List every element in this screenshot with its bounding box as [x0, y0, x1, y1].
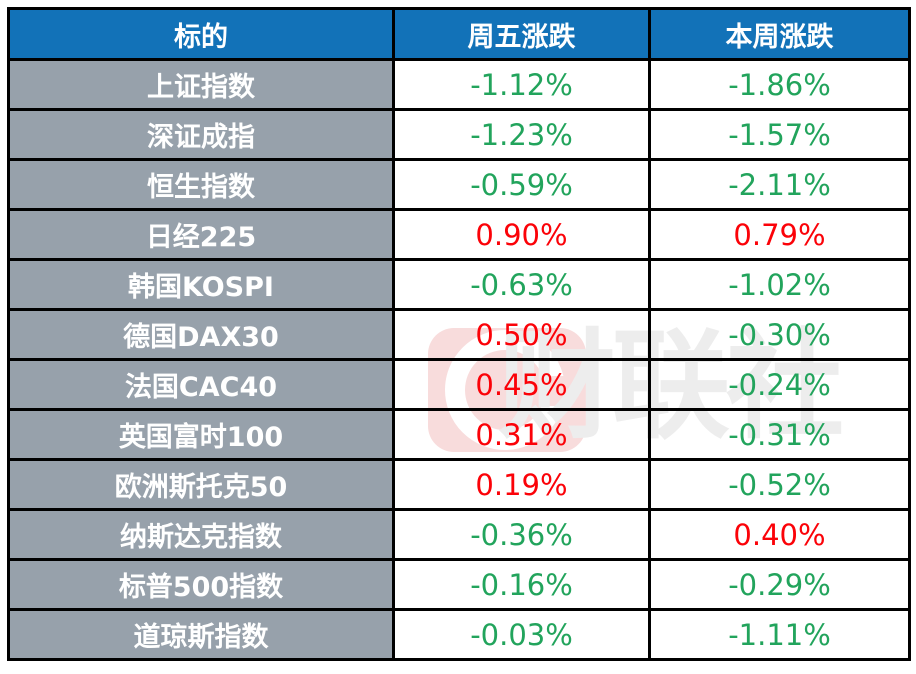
- friday-change-cell: -0.63%: [392, 258, 651, 311]
- table-row: 纳斯达克指数 -0.36% 0.40%: [7, 508, 911, 561]
- table-row: 道琼斯指数 -0.03% -1.11%: [7, 608, 911, 661]
- table-row: 欧洲斯托克50 0.19% -0.52%: [7, 458, 911, 511]
- week-change-cell: -0.31%: [648, 408, 911, 461]
- week-change-cell: -0.29%: [648, 558, 911, 611]
- week-change-cell: -1.86%: [648, 58, 911, 111]
- table-row: 恒生指数 -0.59% -2.11%: [7, 158, 911, 211]
- column-header-friday-change: 周五涨跌: [392, 7, 651, 61]
- header-row: 标的 周五涨跌 本周涨跌: [7, 7, 911, 61]
- index-name-cell: 英国富时100: [7, 408, 395, 461]
- market-index-table: 标的 周五涨跌 本周涨跌 上证指数 -1.12% -1.86% 深证成指 -1.23% -…: [7, 7, 911, 661]
- index-name-cell: 深证成指: [7, 108, 395, 161]
- friday-change-cell: 0.19%: [392, 458, 651, 511]
- week-change-cell: -1.57%: [648, 108, 911, 161]
- index-name-cell: 道琼斯指数: [7, 608, 395, 661]
- table-row: 上证指数 -1.12% -1.86%: [7, 58, 911, 111]
- week-change-cell: -0.24%: [648, 358, 911, 411]
- column-header-target: 标的: [7, 7, 395, 61]
- friday-change-cell: -1.23%: [392, 108, 651, 161]
- table-row: 深证成指 -1.23% -1.57%: [7, 108, 911, 161]
- table-row: 法国CAC40 0.45% -0.24%: [7, 358, 911, 411]
- week-change-cell: 0.79%: [648, 208, 911, 261]
- friday-change-cell: -0.36%: [392, 508, 651, 561]
- index-name-cell: 恒生指数: [7, 158, 395, 211]
- table-row: 日经225 0.90% 0.79%: [7, 208, 911, 261]
- table-row: 英国富时100 0.31% -0.31%: [7, 408, 911, 461]
- table-row: 德国DAX30 0.50% -0.30%: [7, 308, 911, 361]
- friday-change-cell: -0.59%: [392, 158, 651, 211]
- column-header-week-change: 本周涨跌: [648, 7, 911, 61]
- friday-change-cell: -0.16%: [392, 558, 651, 611]
- week-change-cell: -1.11%: [648, 608, 911, 661]
- friday-change-cell: -0.03%: [392, 608, 651, 661]
- index-name-cell: 德国DAX30: [7, 308, 395, 361]
- index-name-cell: 韩国KOSPI: [7, 258, 395, 311]
- friday-change-cell: 0.90%: [392, 208, 651, 261]
- index-name-cell: 欧洲斯托克50: [7, 458, 395, 511]
- table-row: 韩国KOSPI -0.63% -1.02%: [7, 258, 911, 311]
- week-change-cell: -2.11%: [648, 158, 911, 211]
- index-name-cell: 纳斯达克指数: [7, 508, 395, 561]
- week-change-cell: -1.02%: [648, 258, 911, 311]
- index-name-cell: 日经225: [7, 208, 395, 261]
- table-row: 标普500指数 -0.16% -0.29%: [7, 558, 911, 611]
- friday-change-cell: 0.45%: [392, 358, 651, 411]
- index-name-cell: 法国CAC40: [7, 358, 395, 411]
- week-change-cell: 0.40%: [648, 508, 911, 561]
- friday-change-cell: 0.50%: [392, 308, 651, 361]
- index-name-cell: 上证指数: [7, 58, 395, 111]
- table-body: 上证指数 -1.12% -1.86% 深证成指 -1.23% -1.57% 恒生指数 -0.5…: [7, 58, 911, 661]
- index-name-cell: 标普500指数: [7, 558, 395, 611]
- week-change-cell: -0.52%: [648, 458, 911, 511]
- friday-change-cell: 0.31%: [392, 408, 651, 461]
- friday-change-cell: -1.12%: [392, 58, 651, 111]
- table-header: 标的 周五涨跌 本周涨跌: [7, 7, 911, 61]
- week-change-cell: -0.30%: [648, 308, 911, 361]
